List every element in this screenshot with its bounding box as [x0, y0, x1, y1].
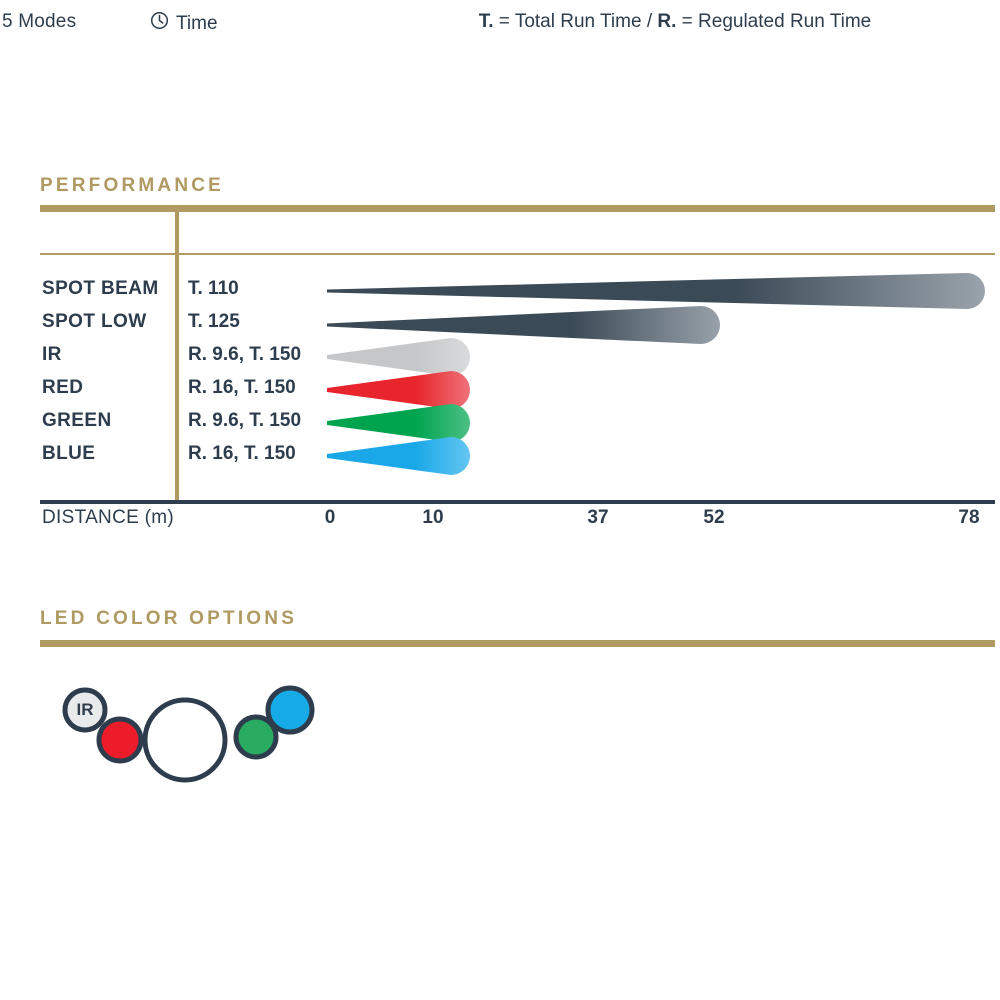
header-modes-label: 5 Modes	[2, 11, 77, 32]
led-circle-ir	[62, 687, 108, 733]
mode-runtime: R. 16, T. 150	[188, 377, 296, 398]
led-circle-blue	[265, 685, 315, 735]
header-bottom-rule	[40, 253, 995, 255]
legend-middle: = Total Run Time /	[493, 11, 658, 32]
mode-runtime: T. 110	[188, 278, 239, 299]
led-options-title: LED COLOR OPTIONS	[40, 608, 298, 629]
led-circle-white	[142, 697, 228, 783]
led-circle-green	[233, 714, 279, 760]
clock-icon	[150, 11, 169, 36]
performance-title: PERFORMANCE	[40, 175, 225, 196]
axis-tick-0: 0	[324, 507, 336, 528]
legend-regulated-key: R.	[657, 11, 677, 32]
legend-end: = Regulated Run Time	[676, 11, 872, 32]
legend-total-key: T.	[478, 11, 494, 32]
header-time-label: Time	[150, 11, 218, 36]
mode-name: SPOT BEAM	[42, 278, 159, 299]
column-divider	[175, 212, 179, 500]
mode-runtime: T. 125	[188, 311, 240, 332]
mode-name: IR	[42, 344, 62, 365]
axis-tick-10: 10	[422, 507, 444, 528]
mode-name: RED	[42, 377, 84, 398]
mode-runtime: R. 9.6, T. 150	[188, 410, 302, 431]
mode-runtime: R. 16, T. 150	[188, 443, 296, 464]
axis-tick-78: 78	[958, 507, 980, 528]
led-options-title-bar	[40, 640, 995, 647]
distance-axis-label: DISTANCE (m)	[42, 507, 175, 528]
header-time-text: Time	[176, 12, 218, 34]
distance-axis-rule	[40, 500, 995, 504]
mode-runtime: R. 9.6, T. 150	[188, 344, 302, 365]
mode-name: BLUE	[42, 443, 96, 464]
mode-name: SPOT LOW	[42, 311, 147, 332]
led-circle-red	[96, 716, 144, 764]
mode-name: GREEN	[42, 410, 112, 431]
performance-title-bar	[40, 205, 995, 212]
led-label-ir: IR	[76, 700, 94, 719]
header-runtime-legend: T. = Total Run Time / R. = Regulated Run…	[395, 11, 955, 33]
axis-tick-37: 37	[587, 507, 609, 528]
axis-tick-52: 52	[703, 507, 725, 528]
